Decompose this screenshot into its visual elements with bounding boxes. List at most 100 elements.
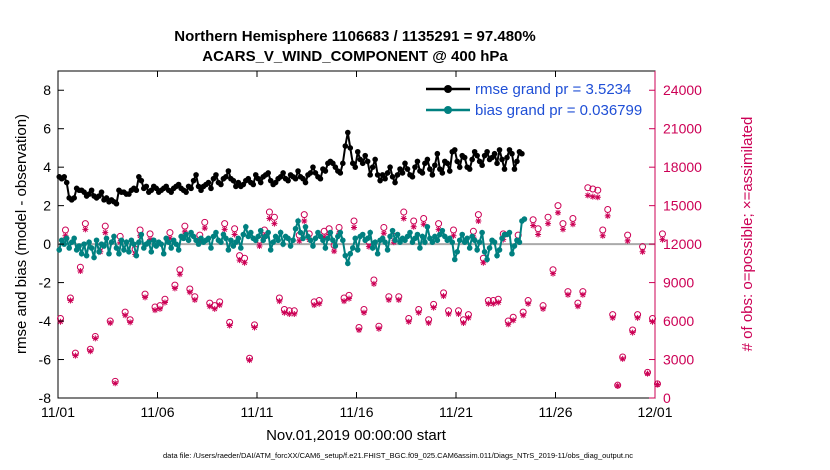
bias-point xyxy=(384,247,391,253)
legend-rmse-label: rmse grand pr = 3.5234 xyxy=(475,81,631,98)
obs-assimilated-point xyxy=(291,311,298,318)
bias-point xyxy=(225,247,232,253)
rmse-point xyxy=(479,162,485,169)
bias-point xyxy=(235,235,242,242)
bias-point xyxy=(106,250,112,257)
obs-assimilated-point xyxy=(584,192,591,199)
bias-point xyxy=(340,237,346,244)
obs-assimilated-point xyxy=(156,305,163,312)
rmse-point xyxy=(496,147,503,153)
bias-point xyxy=(121,247,127,253)
obs-assimilated-point xyxy=(241,259,248,266)
obs-assimilated-point xyxy=(564,291,571,298)
y2-tick-label: 9000 xyxy=(663,275,694,291)
bias-point xyxy=(414,231,421,238)
bias-point xyxy=(292,225,299,232)
bias-point xyxy=(61,241,68,247)
bias-point xyxy=(464,235,470,242)
rmse-point xyxy=(302,179,309,186)
rmse-point xyxy=(469,156,475,163)
obs-assimilated-point xyxy=(226,322,233,329)
bias-point xyxy=(123,239,130,245)
obs-assimilated-point xyxy=(455,311,462,318)
rmse-point xyxy=(414,158,421,165)
bias-point xyxy=(175,247,182,253)
rmse-point xyxy=(432,162,438,169)
bias-point xyxy=(118,237,125,244)
x-axis-ticks: 11/01 11/06 11/11 11/16 11/21 11/26 12/01 xyxy=(41,71,673,420)
bias-point xyxy=(496,247,503,253)
rmse-point xyxy=(409,173,416,180)
obs-assimilated-point xyxy=(445,311,452,318)
bias-point xyxy=(280,241,286,247)
y-tick-label: 0 xyxy=(43,236,51,252)
bias-point xyxy=(322,245,329,251)
bias-point xyxy=(218,239,224,245)
rmse-point xyxy=(193,172,199,178)
obs-assimilated-point xyxy=(440,293,447,300)
obs-assimilated-point xyxy=(365,243,372,250)
obs-assimilated-point xyxy=(82,226,89,233)
bias-point xyxy=(297,229,304,236)
rmse-point xyxy=(412,164,418,170)
bias-point xyxy=(88,245,95,251)
obs-assimilated-point xyxy=(540,305,547,312)
obs-assimilated-point xyxy=(271,220,278,227)
rmse-point xyxy=(183,189,189,195)
bias-point xyxy=(173,241,179,247)
rmse-point xyxy=(347,145,354,151)
bias-point xyxy=(168,245,174,251)
bias-point xyxy=(466,245,473,251)
rmse-point xyxy=(61,173,68,180)
rmse-point xyxy=(208,185,214,192)
rmse-point xyxy=(344,129,351,136)
obs-assimilated-point xyxy=(405,318,412,325)
bias-point xyxy=(451,256,458,263)
obs-assimilated-point xyxy=(251,324,258,331)
obs-assimilated-point xyxy=(594,194,601,201)
bias-point xyxy=(434,237,441,244)
bias-point xyxy=(56,247,63,253)
bias-point xyxy=(63,235,70,242)
bias-point xyxy=(456,237,463,244)
obs-assimilated-point xyxy=(410,223,417,230)
obs-assimilated-point xyxy=(191,296,198,303)
bias-series-group xyxy=(56,216,528,267)
rmse-point xyxy=(230,177,237,184)
obs-assimilated-point xyxy=(77,268,84,275)
bias-point xyxy=(113,245,120,251)
bias-point xyxy=(165,239,172,245)
rmse-point xyxy=(424,156,431,163)
obs-assimilated-point xyxy=(107,319,114,326)
rmse-series-group xyxy=(56,129,525,207)
rmse-point xyxy=(218,181,224,188)
obs-assimilated-point xyxy=(589,193,596,200)
bias-point xyxy=(213,229,219,236)
rmse-point xyxy=(474,152,480,159)
y2-tick-label: 18000 xyxy=(663,159,702,175)
obs-assimilated-point xyxy=(87,348,94,355)
bias-point xyxy=(208,245,214,251)
obs-possible-point xyxy=(101,222,109,230)
bias-point xyxy=(160,250,167,257)
legend: rmse grand pr = 3.5234 bias grand pr = 0… xyxy=(426,81,642,119)
rmse-point xyxy=(384,170,391,176)
obs-assimilated-point xyxy=(341,298,348,305)
obs-assimilated-point xyxy=(554,209,561,216)
bias-point xyxy=(145,239,152,245)
rmse-point xyxy=(446,168,453,174)
bias-point xyxy=(349,245,356,251)
bias-point xyxy=(419,233,426,240)
obs-assimilated-point xyxy=(62,232,69,239)
rmse-point xyxy=(451,147,458,153)
obs-assimilated-point xyxy=(604,212,611,219)
rmse-point xyxy=(265,170,271,176)
bias-point xyxy=(136,239,142,245)
bias-point xyxy=(66,245,72,251)
obs-assimilated-point xyxy=(216,302,223,309)
obs-assimilated-point xyxy=(72,352,79,359)
bias-point xyxy=(382,239,388,245)
bias-point xyxy=(116,250,122,257)
rmse-point xyxy=(292,175,299,182)
obs-assimilated-point xyxy=(579,291,586,298)
